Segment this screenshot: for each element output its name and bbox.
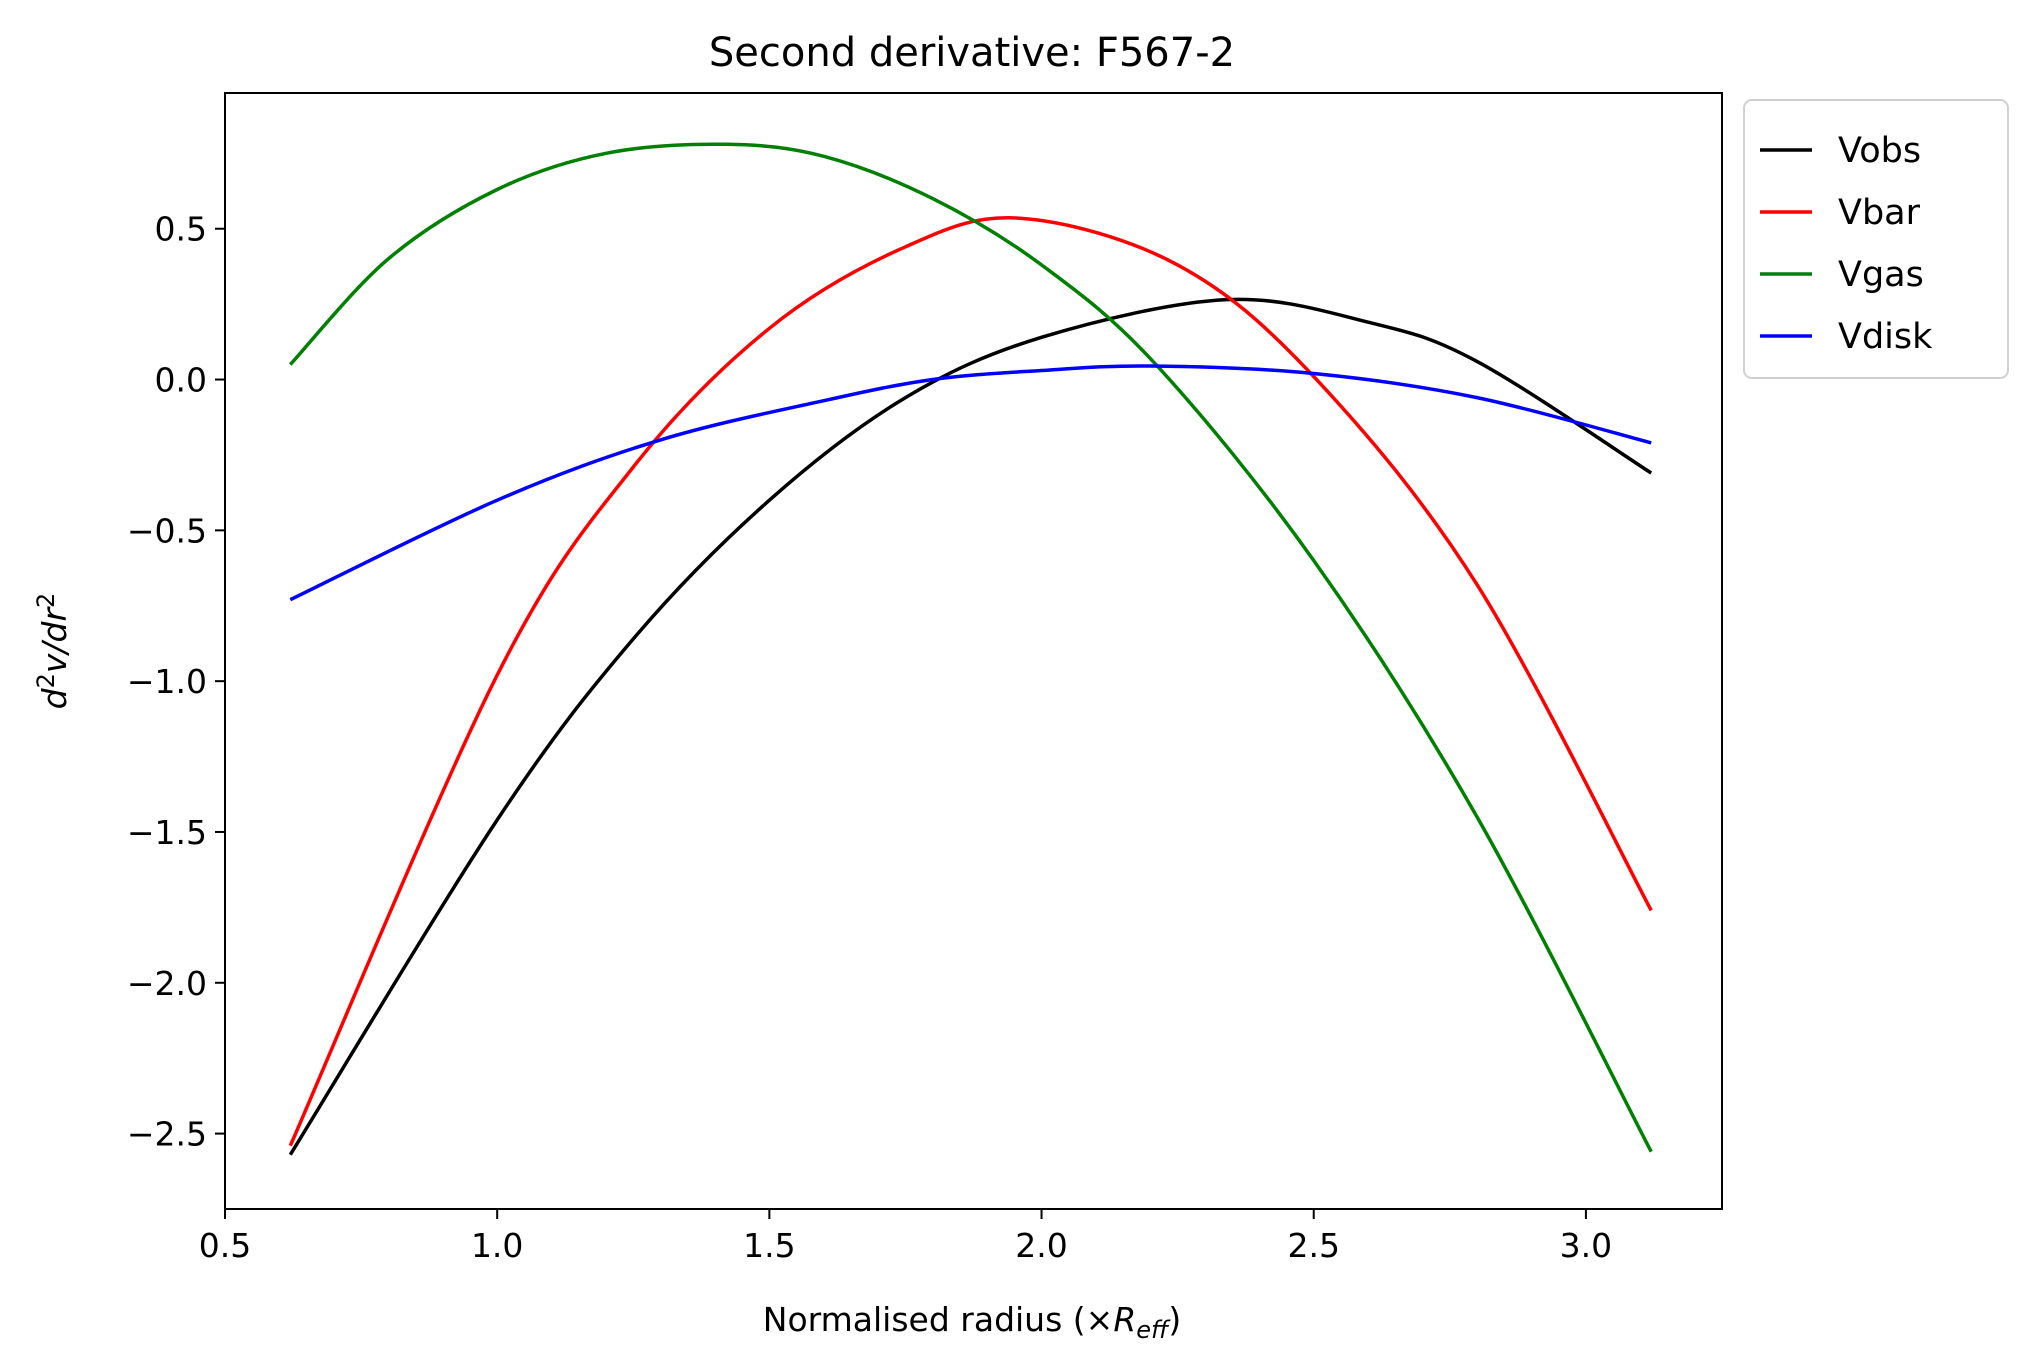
x-tick-label: 2.0 [1015, 1226, 1067, 1265]
y-tick-label: −2.5 [127, 1115, 207, 1154]
legend: Vobs Vbar Vgas Vdisk [1743, 99, 2009, 379]
plot-area [224, 92, 1723, 1210]
x-tick-label: 0.5 [199, 1226, 251, 1265]
series-line-vobs [288, 297, 1653, 1156]
x-axis: 0.5 1.0 1.5 2.0 2.5 3.0 [199, 1209, 1612, 1265]
y-tick-label: 0.5 [155, 210, 207, 249]
x-tick-label: 1.0 [471, 1226, 523, 1265]
series-layer [288, 142, 1653, 1156]
series-line-vgas [289, 142, 1653, 1153]
legend-frame [1743, 99, 2009, 379]
y-tick-label: −0.5 [127, 511, 207, 550]
x-tick-label: 2.5 [1287, 1226, 1339, 1265]
legend-label-vbar: Vbar [1838, 193, 1921, 233]
legend-label-vobs: Vobs [1838, 131, 1921, 171]
series-line-vbar [288, 216, 1653, 1147]
chart-title: Second derivative: F567-2 [709, 30, 1235, 76]
x-tick-label: 3.0 [1560, 1226, 1612, 1265]
legend-label-vdisk: Vdisk [1838, 317, 1933, 357]
y-tick-label: −1.5 [127, 813, 207, 852]
y-tick-label: −2.0 [127, 964, 207, 1003]
series-line-vdisk [289, 364, 1652, 602]
x-axis-label: Normalised radius (×Reff) [763, 1300, 1181, 1344]
x-tick-label: 1.5 [743, 1226, 795, 1265]
plot-frame [224, 92, 1723, 1210]
legend-label-vgas: Vgas [1838, 255, 1924, 295]
y-axis: −2.5 −2.0 −1.5 −1.0 −0.5 0.0 0.5 [127, 210, 225, 1154]
y-tick-label: −1.0 [127, 662, 207, 701]
y-axis-label: d2v/dr2 [32, 593, 74, 710]
y-tick-label: 0.0 [155, 361, 207, 400]
